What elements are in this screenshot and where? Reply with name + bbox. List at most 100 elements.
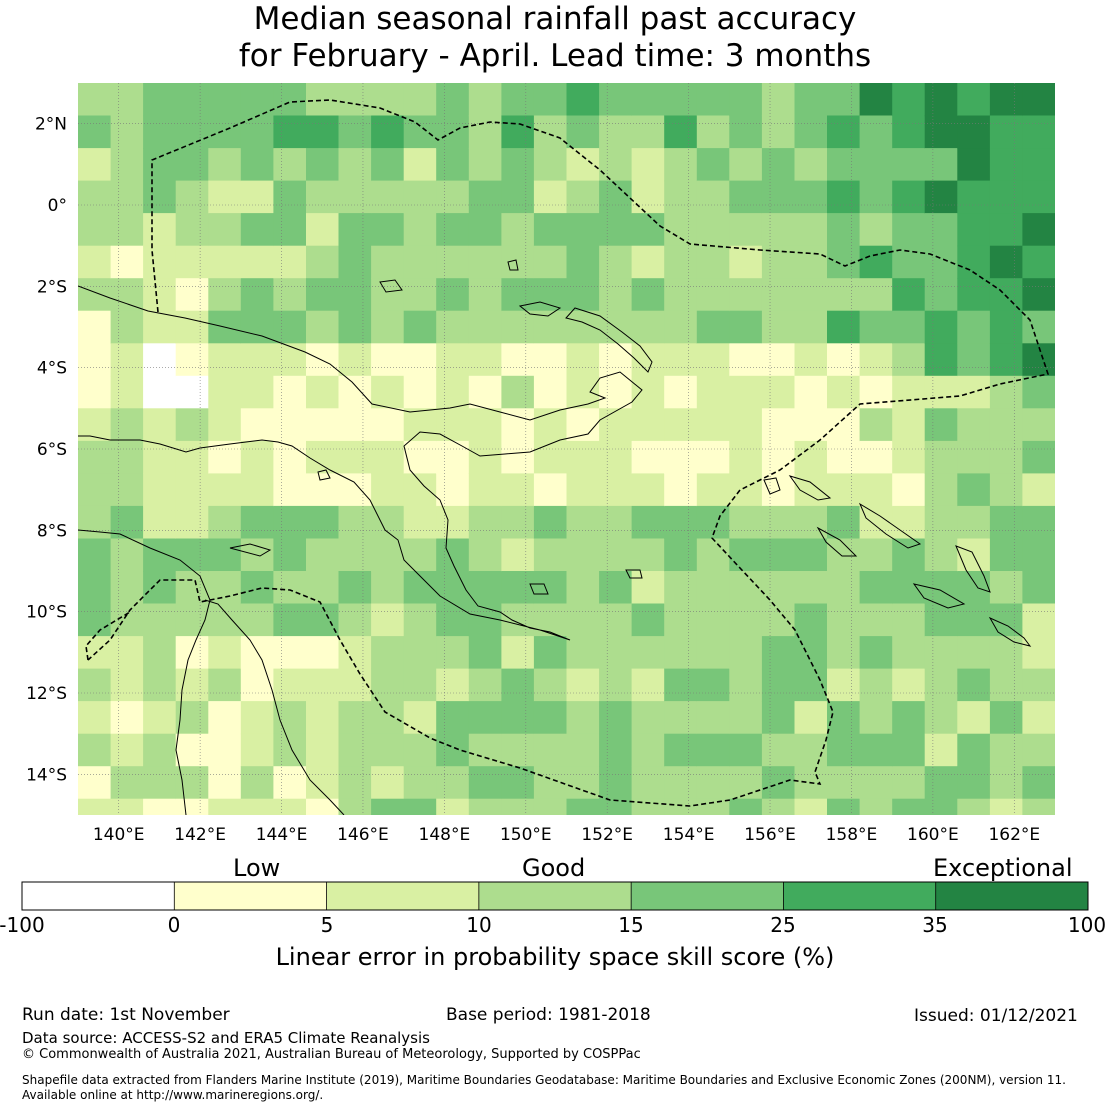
skill-cell [989,343,1024,377]
skill-cell [729,636,763,670]
colorbar-segment [22,882,175,910]
skill-cell [957,343,991,377]
skill-cell [306,603,340,637]
skill-cell [468,83,502,117]
y-tick-label: 0° [48,196,67,216]
skill-cell [696,375,730,409]
skill-cell [989,278,1024,312]
skill-cell [859,375,893,409]
skill-cell [761,668,796,702]
skill-cell [924,733,958,767]
colorbar-segment [326,882,479,910]
skill-cell [338,505,372,539]
skill-cell [175,310,209,344]
skill-cell [989,245,1024,279]
skill-cell [175,766,209,800]
skill-cell [664,278,698,312]
skill-cell [599,571,633,605]
skill-cell [989,538,1024,572]
png-eez-boundary [87,99,1050,807]
skill-cell [761,733,796,767]
skill-cell [599,473,633,507]
skill-cell [696,213,730,247]
skill-cell [566,636,600,670]
skill-cell [729,766,763,800]
skill-cell [306,668,340,702]
skill-cell [306,213,340,247]
skill-cell [892,213,926,247]
skill-cell [924,180,958,214]
skill-cell [143,636,177,670]
skill-cell [306,701,340,735]
skill-cell [273,766,307,800]
skill-cell [501,636,535,670]
skill-cell [859,473,893,507]
skill-cell [338,668,372,702]
skill-cell [989,733,1024,767]
skill-cell [794,245,828,279]
skill-cell [175,798,209,815]
skill-cell [729,701,763,735]
skill-cell [794,603,828,637]
skill-cell [208,701,242,735]
skill-cell [566,440,600,474]
skill-cell [338,83,372,117]
skill-cell [273,83,307,117]
skill-cell [729,603,763,637]
skill-cell [403,733,437,767]
skill-cell [599,245,633,279]
skill-cell [403,701,437,735]
skill-cell [240,115,274,149]
skill-cell [208,343,242,377]
skill-cell [143,505,177,539]
skill-cell [892,278,926,312]
skill-cell [1022,473,1055,507]
skill-cell [566,603,600,637]
islands-e [507,259,519,271]
skill-cell [143,278,177,312]
skill-cell [110,571,144,605]
skill-cell [957,701,991,735]
skill-cell [664,538,698,572]
y-tick-label: 12°S [26,684,67,704]
skill-cell [729,538,763,572]
skill-cell [110,668,144,702]
skill-cell [403,180,437,214]
skill-cell [957,440,991,474]
skill-cell [436,310,470,344]
skill-cell [827,83,861,117]
skill-cell [371,180,405,214]
skill-cell [436,278,470,312]
skill-cell [794,310,828,344]
skill-cell [208,603,242,637]
skill-cell [599,278,633,312]
skill-cell [175,245,209,279]
skill-cell [175,636,209,670]
skill-cell [859,310,893,344]
skill-cell [208,278,242,312]
skill-cell [175,278,209,312]
skill-cell [403,115,437,149]
skill-cell [827,766,861,800]
skill-cell [273,343,307,377]
skill-cell [631,505,665,539]
skill-cell [729,180,763,214]
skill-cell [501,83,535,117]
skill-cell [664,213,698,247]
skill-cell [78,766,112,800]
skill-cell [827,505,861,539]
skill-cell [240,440,274,474]
skill-cell [924,375,958,409]
skill-cell [631,408,665,442]
x-tick-label: 162°E [988,825,1040,845]
x-tick-label: 144°E [256,825,308,845]
skill-cell [989,668,1024,702]
islands-b [625,569,643,579]
solomon-coast-1 [788,475,832,501]
skill-cell [501,571,535,605]
skill-cell [436,440,470,474]
skill-cell [761,278,796,312]
skill-cell [468,505,502,539]
skill-cell [110,701,144,735]
skill-cell [143,473,177,507]
